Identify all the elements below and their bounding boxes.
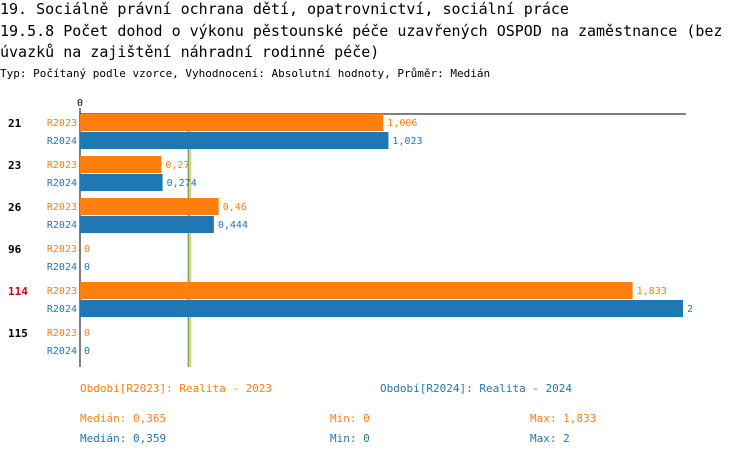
- series-label-r2024-26: R2024: [47, 220, 77, 231]
- chart-title-line-2: 19.5.8 Počet dohod o výkonu pěstounské p…: [0, 22, 723, 40]
- data-label-r2023-21: 1,006: [387, 118, 417, 129]
- series-label-r2023-21: R2023: [47, 118, 77, 129]
- series-label-r2023-115: R2023: [47, 328, 77, 339]
- category-label-96: 96: [8, 243, 22, 256]
- series-label-r2024-23: R2024: [47, 178, 77, 189]
- category-label-21: 21: [8, 117, 22, 130]
- data-label-r2024-96: 0: [84, 262, 90, 273]
- stat-min-r2023: Min: 0: [330, 412, 370, 425]
- data-label-r2023-96: 0: [84, 244, 90, 255]
- bar-r2023-114: [80, 282, 633, 299]
- x-tick-label-0: 0: [77, 98, 83, 109]
- bar-r2024-21: [80, 132, 389, 149]
- category-label-115: 115: [8, 327, 28, 340]
- stat-max-r2024: Max: 2: [530, 432, 570, 445]
- bar-r2023-21: [80, 114, 384, 131]
- data-label-r2023-115: 0: [84, 328, 90, 339]
- series-label-r2024-115: R2024: [47, 346, 77, 357]
- series-label-r2023-96: R2023: [47, 244, 77, 255]
- stat-median-r2024: Medián: 0,359: [80, 432, 167, 445]
- series-label-r2024-96: R2024: [47, 262, 77, 273]
- series-label-r2023-114: R2023: [47, 286, 77, 297]
- bar-r2024-114: [80, 300, 683, 317]
- category-label-114: 114: [8, 285, 28, 298]
- stat-max-r2023: Max: 1,833: [530, 412, 597, 425]
- series-label-r2024-114: R2024: [47, 304, 77, 315]
- category-label-26: 26: [8, 201, 22, 214]
- bar-r2023-23: [80, 156, 162, 173]
- data-label-r2024-23: 0,274: [167, 178, 197, 189]
- data-label-r2023-114: 1,833: [637, 286, 667, 297]
- data-label-r2023-26: 0,46: [223, 202, 247, 213]
- data-label-r2024-114: 2: [687, 304, 693, 315]
- series-label-r2023-23: R2023: [47, 160, 77, 171]
- bar-r2024-23: [80, 174, 163, 191]
- legend-r2024: Období[R2024]: Realita - 2024: [380, 382, 573, 395]
- chart-title-line-3: úvazků na zajištění náhradní rodinné péč…: [0, 43, 380, 61]
- stat-median-r2023: Medián: 0,365: [80, 412, 167, 425]
- bar-r2024-26: [80, 216, 214, 233]
- data-label-r2023-23: 0,27: [165, 160, 189, 171]
- chart-title-line-1: 19. Sociálně právní ochrana dětí, opatro…: [0, 0, 569, 18]
- category-label-23: 23: [8, 159, 21, 172]
- legend-r2023: Období[R2023]: Realita - 2023: [80, 382, 273, 395]
- data-label-r2024-21: 1,023: [392, 136, 422, 147]
- bar-r2023-26: [80, 198, 219, 215]
- data-label-r2024-26: 0,444: [218, 220, 248, 231]
- chart-subtitle: Typ: Počítaný podle vzorce, Vyhodnocení:…: [0, 67, 491, 80]
- data-label-r2024-115: 0: [84, 346, 90, 357]
- series-label-r2024-21: R2024: [47, 136, 77, 147]
- series-label-r2023-26: R2023: [47, 202, 77, 213]
- stat-min-r2024: Min: 0: [330, 432, 370, 445]
